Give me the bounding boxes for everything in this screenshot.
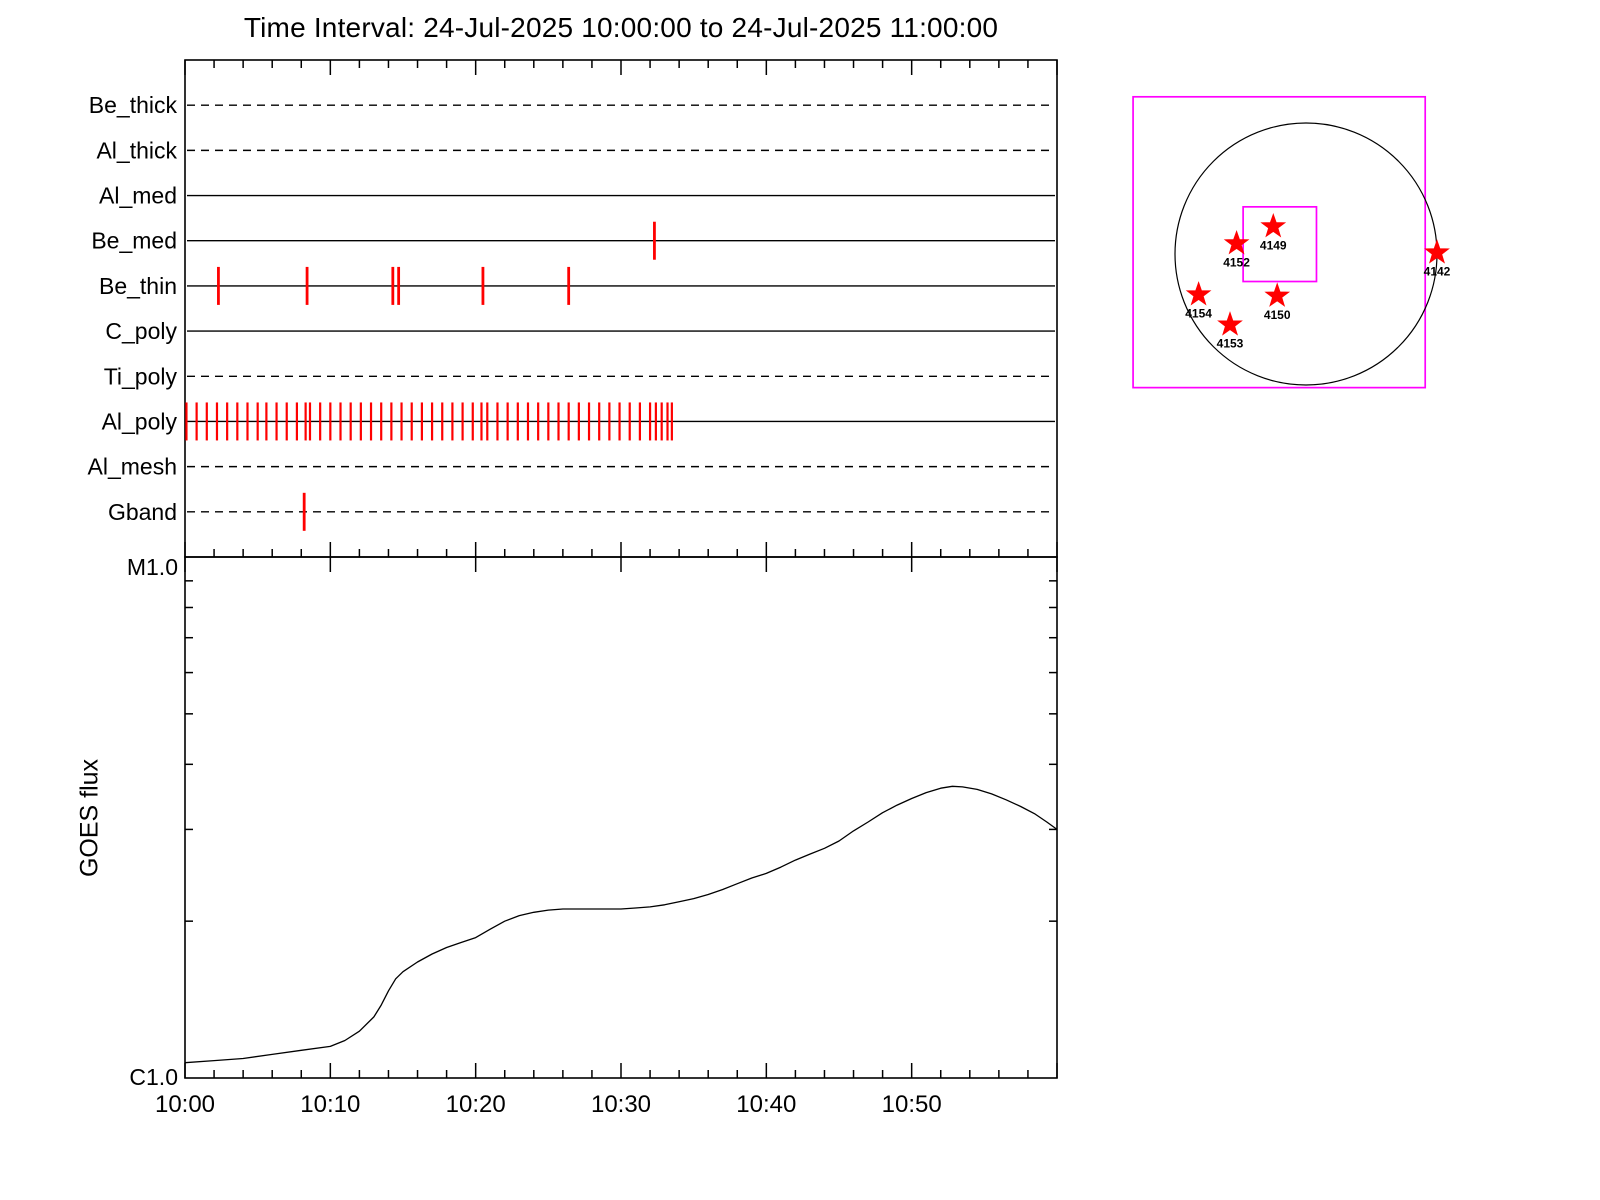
channel-label-Al_poly: Al_poly (102, 408, 178, 434)
active-region-star-4154 (1185, 281, 1212, 306)
channel-label-Gband: Gband (108, 499, 177, 525)
goes-ytick-top-label: M1.0 (126, 554, 178, 580)
channel-label-C_poly: C_poly (105, 318, 177, 344)
x-tick-label-10:30: 10:30 (591, 1091, 651, 1118)
channel-label-Al_med: Al_med (99, 183, 177, 209)
channel-label-Be_med: Be_med (91, 228, 177, 254)
active-region-star-4150 (1264, 282, 1291, 307)
goes-panel-border (184, 556, 1058, 1079)
x-tick-label-10:10: 10:10 (300, 1091, 360, 1118)
active-region-label-4150: 4150 (1264, 308, 1291, 322)
x-tick-label-10:50: 10:50 (882, 1091, 942, 1118)
active-region-star-4149 (1260, 212, 1287, 238)
active-region-star-4152 (1223, 229, 1250, 255)
active-region-star-4142 (1424, 239, 1450, 264)
channel-label-Ti_poly: Ti_poly (104, 363, 178, 389)
active-region-label-4152: 4152 (1223, 256, 1250, 270)
channel-label-Be_thick: Be_thick (89, 92, 178, 118)
outer-fov-box (1132, 95, 1427, 389)
channel-label-Al_thick: Al_thick (96, 137, 177, 163)
channel-label-Al_mesh: Al_mesh (88, 454, 177, 480)
inner-fov-box (1242, 205, 1318, 283)
x-tick-label-10:40: 10:40 (736, 1091, 796, 1118)
active-region-label-4142: 4142 (1424, 265, 1451, 279)
page-title: Time Interval: 24-Jul-2025 10:00:00 to 2… (243, 12, 999, 43)
timeline-panel-border (184, 59, 1058, 558)
goes-ytick-bottom-label: C1.0 (129, 1064, 178, 1090)
channel-label-Be_thin: Be_thin (99, 273, 177, 299)
active-region-label-4153: 4153 (1217, 337, 1244, 351)
active-region-label-4154: 4154 (1185, 307, 1212, 321)
x-tick-label-10:20: 10:20 (446, 1091, 506, 1118)
goes-flux-curve (184, 785, 1058, 1064)
solar-limb-circle (1174, 122, 1438, 386)
active-region-star-4153 (1217, 311, 1243, 336)
x-tick-label-10:00: 10:00 (155, 1091, 215, 1118)
active-region-label-4149: 4149 (1260, 238, 1287, 252)
